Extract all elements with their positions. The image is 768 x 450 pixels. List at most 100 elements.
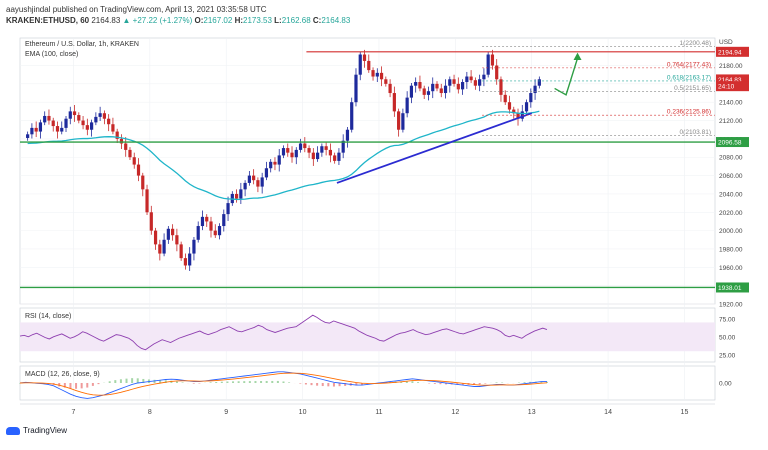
candle-body xyxy=(188,253,192,266)
price-tick-label: 2020.00 xyxy=(719,210,743,217)
macd-histogram-bar xyxy=(282,381,285,383)
candle-body xyxy=(94,116,98,123)
symbol: KRAKEN:ETHUSD, 60 xyxy=(6,16,90,25)
macd-histogram-bar xyxy=(495,382,498,383)
candle-body xyxy=(141,175,145,190)
macd-histogram-bar xyxy=(355,383,358,386)
candle-body xyxy=(205,216,209,222)
last-price: 2164.83 xyxy=(91,16,121,25)
candle-body xyxy=(226,203,230,215)
candle-body xyxy=(482,74,486,80)
price-tick-label: 2060.00 xyxy=(719,173,743,180)
candle-body xyxy=(175,235,179,245)
macd-histogram-bar xyxy=(86,383,89,388)
candle-body xyxy=(499,79,503,95)
fib-level-label: 0.618(2163.17) xyxy=(667,74,711,81)
x-tick-label: 7 xyxy=(72,409,76,416)
price-tick-label: 2180.00 xyxy=(719,63,743,70)
candle-body xyxy=(111,124,115,132)
up-triangle-icon: ▲ xyxy=(122,16,131,25)
candle-body xyxy=(358,54,362,75)
candle-body xyxy=(333,155,337,161)
main-pane xyxy=(19,37,716,305)
x-tick-label: 9 xyxy=(224,409,228,416)
candle-body xyxy=(495,65,499,80)
candle-body xyxy=(260,177,264,187)
macd-histogram-bar xyxy=(91,383,94,386)
candle-body xyxy=(124,143,128,150)
candle-body xyxy=(460,82,465,90)
low-value: 2162.68 xyxy=(281,16,311,25)
price-badge xyxy=(716,46,749,57)
macd-histogram-bar xyxy=(484,383,487,384)
candle-body xyxy=(98,113,102,117)
candle-body xyxy=(153,230,158,245)
macd-histogram-bar xyxy=(299,383,302,384)
macd-histogram-bar xyxy=(63,383,66,388)
macd-histogram-bar xyxy=(327,383,330,387)
candle-body xyxy=(371,70,375,77)
fib-level-label: 0.5(2151.65) xyxy=(674,85,711,92)
price-badge-label: 24:10 xyxy=(718,84,735,91)
fib-level-label: 1(2200.48) xyxy=(680,40,711,47)
macd-histogram-bar xyxy=(226,381,229,383)
candle-body xyxy=(60,127,64,132)
candle-body xyxy=(171,228,175,236)
macd-histogram-bar xyxy=(232,381,235,383)
macd-histogram-bar xyxy=(456,383,459,385)
macd-histogram-bar xyxy=(265,380,268,383)
macd-histogram-bar xyxy=(310,383,313,386)
macd-histogram-bar xyxy=(445,383,448,385)
rsi-line xyxy=(19,314,548,351)
symbol-ohlc-line: KRAKEN:ETHUSD, 60 2164.83 ▲ +27.22 (+1.2… xyxy=(6,16,350,25)
x-tick-label: 11 xyxy=(375,409,382,416)
macd-tick-label: 0.00 xyxy=(719,381,732,388)
candle-body xyxy=(107,118,111,125)
candle-body xyxy=(286,148,290,153)
macd-histogram-bar xyxy=(473,383,476,385)
candle-body xyxy=(162,239,166,254)
candle-body xyxy=(507,102,512,110)
candle-body xyxy=(354,74,358,103)
macd-line xyxy=(19,371,547,399)
signal-line xyxy=(19,372,548,396)
macd-histogram-bar xyxy=(316,383,319,386)
macd-histogram-bar xyxy=(108,381,111,383)
price-tick-label: 2120.00 xyxy=(719,118,743,125)
macd-histogram-bar xyxy=(19,383,21,384)
price-tick-label: 2040.00 xyxy=(719,191,743,198)
rsi-band xyxy=(20,322,715,352)
high-label: H: xyxy=(234,16,244,25)
macd-histogram-bar xyxy=(433,383,436,384)
candle-body xyxy=(51,120,55,127)
candle-body xyxy=(252,175,256,181)
candle-body xyxy=(239,189,243,199)
macd-histogram-bar xyxy=(209,382,212,383)
candle-body xyxy=(379,72,384,80)
candle-body xyxy=(196,226,200,240)
candle-body xyxy=(414,82,418,86)
candle-body xyxy=(350,102,354,130)
candle-body xyxy=(213,230,217,236)
candle-body xyxy=(418,82,422,89)
macd-histogram-bar xyxy=(529,381,532,383)
candle-body xyxy=(503,94,507,103)
candle-body xyxy=(149,212,153,231)
candle-body xyxy=(38,122,43,132)
candle-body xyxy=(209,221,213,231)
candle-body xyxy=(290,152,294,158)
macd-histogram-bar xyxy=(304,383,307,385)
legend-title: Ethereum / U.S. Dollar, 1h, KRAKEN xyxy=(25,41,139,48)
candle-body xyxy=(222,214,226,227)
rsi-tick-label: 50.00 xyxy=(719,334,736,341)
macd-histogram-bar xyxy=(220,381,223,383)
candle-body xyxy=(81,120,85,126)
price-badge xyxy=(716,137,749,148)
candle-body xyxy=(486,54,490,75)
tradingview-logo[interactable]: TradingView xyxy=(6,426,67,435)
low-label: L: xyxy=(274,16,282,25)
projection-arrow xyxy=(554,57,579,96)
price-tick-label: 1920.00 xyxy=(719,302,743,309)
candle-body xyxy=(392,93,396,112)
